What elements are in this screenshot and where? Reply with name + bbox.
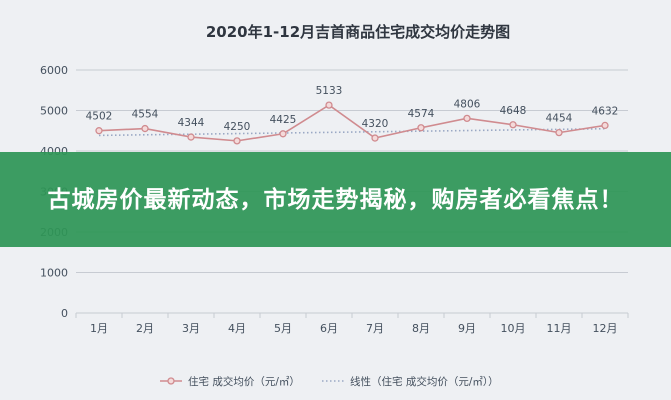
data-point-marker	[95, 127, 103, 135]
x-tick-label: 10月	[501, 322, 526, 335]
data-label: 4320	[362, 118, 389, 130]
data-label: 4425	[270, 114, 297, 126]
x-tick-label: 2月	[136, 322, 154, 335]
x-tick-label: 11月	[547, 322, 572, 335]
x-tick-label: 5月	[274, 322, 292, 335]
trendline	[98, 127, 606, 137]
x-tick-label: 3月	[182, 322, 200, 335]
headline-banner: 古城房价最新动态，市场走势揭秘，购房者必看焦点！	[0, 152, 671, 247]
data-point-marker	[233, 137, 241, 145]
main-series-line	[98, 104, 606, 142]
chart-title: 2020年1-12月吉首商品住宅成交均价走势图	[206, 23, 510, 41]
x-axis-tick-labels: 1月 2月 3月 4月 5月 6月 7月 8月 9月 10月 11月 12月	[75, 313, 629, 335]
legend: 住宅 成交均价（元/㎡） 线性（住宅 成交均价（元/㎡））	[160, 375, 499, 388]
data-label: 4806	[454, 98, 481, 110]
data-point-marker	[601, 121, 609, 130]
data-point-marker	[371, 134, 379, 142]
legend-label-main: 住宅 成交均价（元/㎡）	[188, 375, 300, 388]
series-line	[98, 104, 606, 142]
data-label: 4574	[408, 108, 435, 120]
y-tick-label: 5000	[40, 105, 68, 118]
data-point-marker	[187, 133, 195, 141]
data-label: 4344	[178, 117, 205, 129]
y-tick-label: 1000	[40, 267, 68, 280]
data-label: 5133	[316, 85, 343, 97]
data-label: 4454	[546, 113, 573, 125]
x-tick-label: 1月	[90, 322, 108, 335]
x-tick-label: 6月	[320, 322, 338, 335]
x-tick-label: 8月	[412, 322, 430, 335]
data-markers	[95, 101, 609, 145]
y-tick-label: 0	[61, 307, 68, 320]
data-point-marker	[141, 124, 149, 133]
data-point-marker	[509, 121, 517, 129]
data-label: 4632	[592, 105, 619, 117]
x-tick-label: 4月	[228, 322, 246, 335]
y-tick-label: 6000	[40, 64, 68, 77]
data-point-marker	[325, 101, 333, 109]
x-tick-label: 7月	[366, 322, 384, 335]
headline-text: 古城房价最新动态，市场走势揭秘，购房者必看焦点！	[47, 186, 624, 213]
data-point-marker	[463, 114, 471, 123]
trend-series-line	[98, 127, 606, 137]
legend-label-trend: 线性（住宅 成交均价（元/㎡））	[350, 375, 499, 388]
data-labels: 4502 4554 4344 4250 4425 5133 4320 4574 4806 4648…	[86, 85, 619, 133]
data-point-marker	[555, 128, 563, 137]
x-tick-label: 12月	[593, 322, 618, 335]
data-point-marker	[417, 124, 425, 132]
data-point-marker	[279, 130, 287, 138]
data-label: 4502	[86, 111, 113, 123]
x-tick-label: 9月	[458, 322, 476, 335]
data-label: 4250	[224, 121, 251, 133]
legend-marker-swatch-main	[167, 377, 175, 385]
data-label: 4648	[500, 105, 527, 117]
data-label: 4554	[132, 109, 159, 121]
